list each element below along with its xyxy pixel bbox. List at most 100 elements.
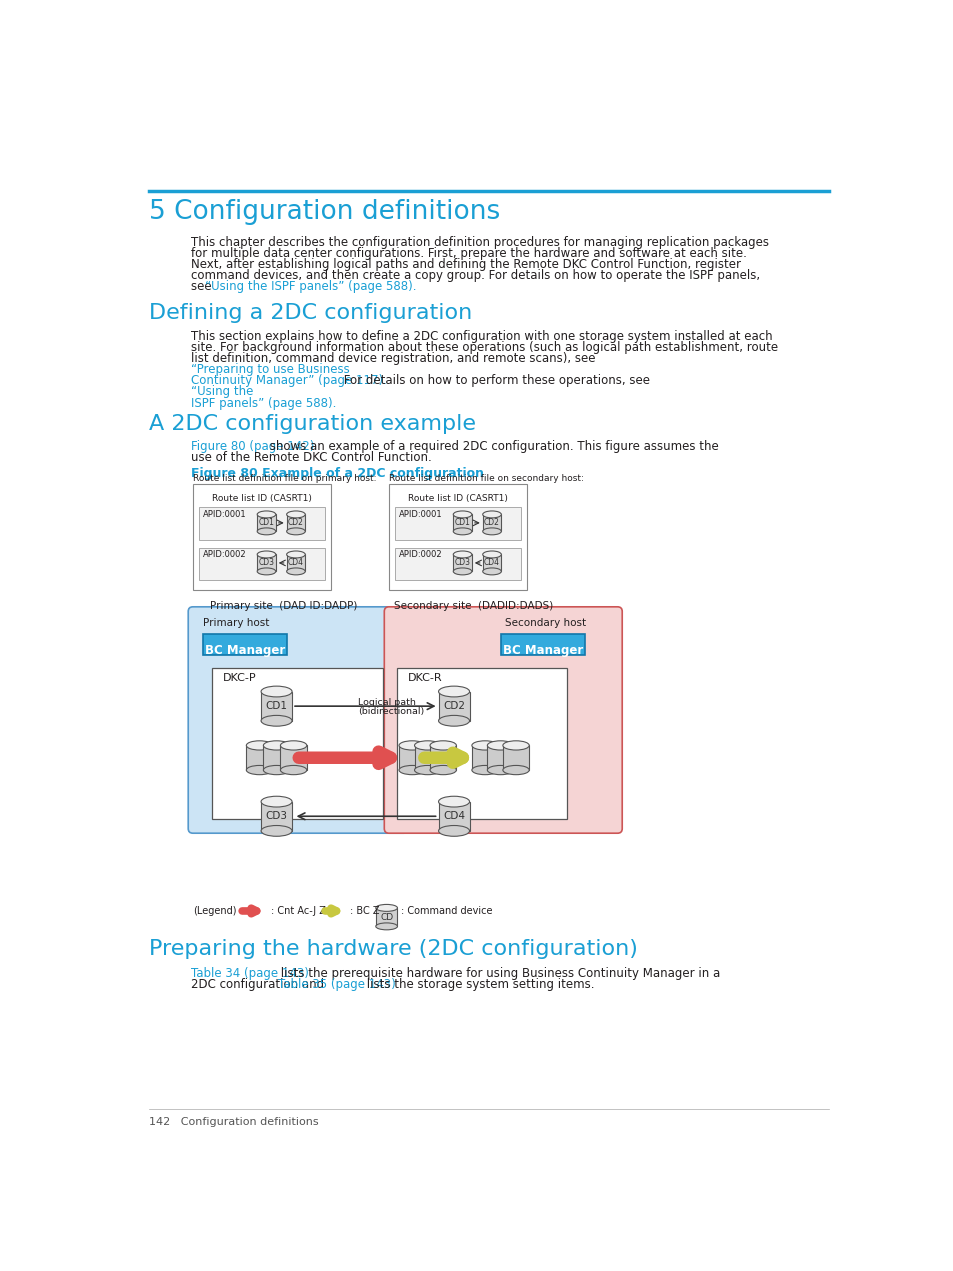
Polygon shape [438, 802, 469, 831]
Text: CD2: CD2 [288, 519, 304, 527]
Polygon shape [280, 745, 307, 770]
Text: APID:0001: APID:0001 [398, 510, 442, 519]
Ellipse shape [482, 552, 500, 558]
Text: This section explains how to define a 2DC configuration with one storage system : This section explains how to define a 2D… [192, 329, 772, 343]
Text: for multiple data center configurations. First, prepare the hardware and softwar: for multiple data center configurations.… [192, 247, 746, 259]
Text: Continuity Manager” (page 117).: Continuity Manager” (page 117). [192, 374, 387, 388]
Ellipse shape [453, 527, 472, 535]
Text: shows an example of a required 2DC configuration. This figure assumes the: shows an example of a required 2DC confi… [266, 440, 718, 452]
Text: 142   Configuration definitions: 142 Configuration definitions [149, 1117, 318, 1127]
Text: list definition, command device registration, and remote scans), see: list definition, command device registra… [192, 352, 598, 365]
Text: A 2DC configuration example: A 2DC configuration example [149, 414, 476, 435]
Polygon shape [430, 745, 456, 770]
Polygon shape [472, 745, 497, 770]
Ellipse shape [502, 741, 529, 750]
Ellipse shape [286, 552, 305, 558]
Text: DKC-R: DKC-R [407, 674, 441, 683]
Text: Figure 80 (page 142): Figure 80 (page 142) [192, 440, 314, 452]
Text: CD1: CD1 [258, 519, 274, 527]
Text: Route list definition file on secondary host:: Route list definition file on secondary … [389, 474, 583, 483]
FancyBboxPatch shape [384, 606, 621, 834]
Ellipse shape [257, 527, 275, 535]
FancyBboxPatch shape [395, 548, 520, 580]
Ellipse shape [263, 765, 290, 775]
Ellipse shape [398, 741, 425, 750]
Polygon shape [487, 745, 513, 770]
Text: CD2: CD2 [483, 519, 499, 527]
Ellipse shape [246, 765, 273, 775]
Text: CD1: CD1 [265, 702, 287, 712]
Ellipse shape [502, 765, 529, 775]
Ellipse shape [261, 686, 292, 697]
Polygon shape [375, 907, 397, 927]
Polygon shape [257, 515, 275, 531]
Text: CD3: CD3 [454, 558, 470, 567]
Text: APID:0001: APID:0001 [203, 510, 246, 519]
Ellipse shape [261, 716, 292, 726]
Text: CD3: CD3 [258, 558, 274, 567]
FancyBboxPatch shape [389, 484, 526, 590]
Text: (Legend): (Legend) [193, 905, 236, 915]
Ellipse shape [375, 923, 397, 930]
Polygon shape [263, 745, 290, 770]
Text: CD4: CD4 [483, 558, 499, 567]
Text: lists the prerequisite hardware for using Business Continuity Manager in a: lists the prerequisite hardware for usin… [276, 967, 720, 980]
Text: Figure 80 Example of a 2DC configuration: Figure 80 Example of a 2DC configuration [192, 466, 484, 479]
Text: Secondary site  (DADID:DADS): Secondary site (DADID:DADS) [394, 601, 553, 610]
Text: 2DC configuration and: 2DC configuration and [192, 979, 328, 991]
Ellipse shape [482, 527, 500, 535]
Text: Preparing the hardware (2DC configuration): Preparing the hardware (2DC configuratio… [149, 939, 637, 960]
Text: : Cnt Ac-J Z: : Cnt Ac-J Z [271, 905, 326, 915]
Ellipse shape [438, 825, 469, 836]
Polygon shape [482, 515, 500, 531]
FancyBboxPatch shape [199, 548, 324, 580]
Text: CD4: CD4 [288, 558, 304, 567]
Ellipse shape [487, 741, 513, 750]
Ellipse shape [261, 796, 292, 807]
Text: CD: CD [379, 913, 393, 921]
Text: Route list ID (CASRT1): Route list ID (CASRT1) [408, 493, 507, 502]
Polygon shape [398, 745, 425, 770]
Text: Table 34 (page 143): Table 34 (page 143) [192, 967, 309, 980]
Ellipse shape [286, 527, 305, 535]
Text: Primary site  (DAD ID:DADP): Primary site (DAD ID:DADP) [210, 601, 357, 610]
Ellipse shape [453, 568, 472, 574]
Text: : BC Z: : BC Z [350, 905, 379, 915]
Ellipse shape [280, 741, 307, 750]
Ellipse shape [472, 741, 497, 750]
Ellipse shape [280, 765, 307, 775]
Polygon shape [438, 691, 469, 721]
Ellipse shape [257, 568, 275, 574]
Text: command devices, and then create a copy group. For details on how to operate the: command devices, and then create a copy … [192, 269, 760, 282]
Polygon shape [502, 745, 529, 770]
FancyBboxPatch shape [500, 634, 584, 655]
Polygon shape [257, 554, 275, 572]
Polygon shape [415, 745, 440, 770]
Text: DKC-P: DKC-P [223, 674, 256, 683]
Text: Table 35 (page 143): Table 35 (page 143) [278, 979, 395, 991]
Text: lists the storage system setting items.: lists the storage system setting items. [363, 979, 595, 991]
Ellipse shape [261, 825, 292, 836]
Text: Logical path: Logical path [357, 698, 416, 707]
Text: This chapter describes the configuration definition procedures for managing repl: This chapter describes the configuration… [192, 235, 768, 249]
FancyBboxPatch shape [396, 669, 567, 819]
Text: APID:0002: APID:0002 [398, 550, 442, 559]
Polygon shape [286, 554, 305, 572]
Text: Secondary host: Secondary host [505, 618, 586, 628]
Text: ISPF panels” (page 588).: ISPF panels” (page 588). [192, 397, 336, 409]
Text: : Command device: : Command device [400, 905, 492, 915]
Ellipse shape [257, 552, 275, 558]
Text: see: see [192, 281, 215, 294]
Ellipse shape [257, 511, 275, 517]
Polygon shape [246, 745, 273, 770]
Text: Defining a 2DC configuration: Defining a 2DC configuration [149, 304, 472, 323]
Ellipse shape [415, 741, 440, 750]
Text: site. For background information about these operations (such as logical path es: site. For background information about t… [192, 341, 778, 353]
Text: “Preparing to use Business: “Preparing to use Business [192, 364, 350, 376]
Text: For details on how to perform these operations, see: For details on how to perform these oper… [340, 374, 653, 388]
Ellipse shape [430, 741, 456, 750]
Text: Next, after establishing logical paths and defining the Remote DKC Control Funct: Next, after establishing logical paths a… [192, 258, 740, 271]
Polygon shape [261, 691, 292, 721]
Text: (bidirectional): (bidirectional) [357, 707, 424, 716]
Polygon shape [453, 515, 472, 531]
